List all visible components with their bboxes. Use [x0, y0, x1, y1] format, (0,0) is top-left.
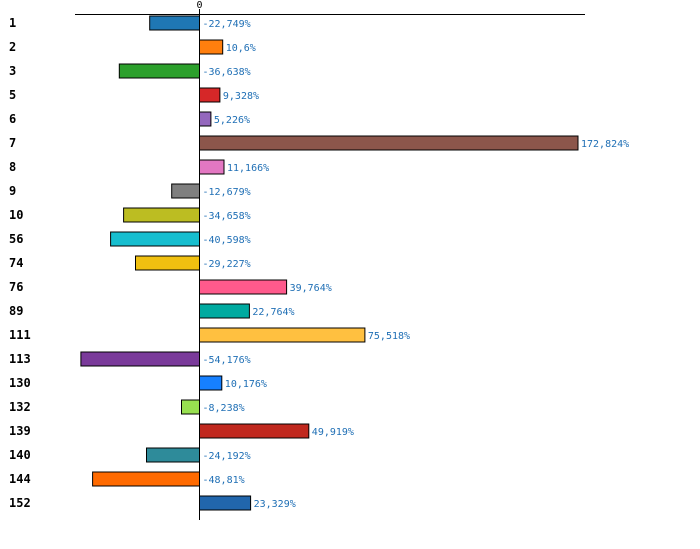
value-label: 23,329% — [254, 499, 296, 510]
x-tick-label-zero: 0 — [196, 0, 202, 11]
bar — [80, 351, 200, 367]
category-label: 6 — [9, 112, 16, 126]
bar — [171, 183, 200, 199]
bar — [199, 327, 366, 343]
category-label: 56 — [9, 232, 23, 246]
category-label: 3 — [9, 64, 16, 78]
value-label: -34,658% — [203, 211, 251, 222]
category-label: 140 — [9, 448, 31, 462]
value-label: 39,764% — [290, 283, 332, 294]
value-label: -48,81% — [203, 475, 245, 486]
category-label: 130 — [9, 376, 31, 390]
category-label: 7 — [9, 136, 16, 150]
value-label: 22,764% — [252, 307, 294, 318]
category-label: 1 — [9, 16, 16, 30]
value-label: 5,226% — [214, 115, 250, 126]
bar — [199, 159, 225, 175]
bar — [110, 231, 200, 247]
bars-group: 1 -22,749% 2 10,6% 3 -36,638% 5 9,328% 6 5,226% 7 1… — [9, 15, 629, 511]
category-label: 76 — [9, 280, 23, 294]
category-label: 10 — [9, 208, 23, 222]
category-label: 144 — [9, 472, 31, 486]
value-label: -54,176% — [203, 355, 251, 366]
category-label: 152 — [9, 496, 31, 510]
bar — [199, 111, 212, 127]
value-label: 75,518% — [368, 331, 410, 342]
bar — [199, 303, 250, 319]
value-label: -24,192% — [203, 451, 251, 462]
category-label: 5 — [9, 88, 16, 102]
value-label: 9,328% — [223, 91, 259, 102]
category-label: 8 — [9, 160, 16, 174]
value-label: 10,176% — [225, 379, 267, 390]
bar — [92, 471, 200, 487]
category-label: 89 — [9, 304, 23, 318]
bar — [199, 375, 223, 391]
category-label: 132 — [9, 400, 31, 414]
bar — [135, 255, 200, 271]
value-label: -29,227% — [203, 259, 251, 270]
value-label: -22,749% — [203, 19, 251, 30]
value-label: -36,638% — [203, 67, 251, 78]
bar — [181, 399, 200, 415]
value-label: 172,824% — [581, 139, 629, 150]
category-label: 113 — [9, 352, 31, 366]
bar — [199, 87, 221, 103]
bar — [146, 447, 200, 463]
bar — [123, 207, 200, 223]
bar — [118, 63, 200, 79]
value-label: 49,919% — [312, 427, 354, 438]
category-label: 139 — [9, 424, 31, 438]
bar — [199, 39, 224, 55]
category-label: 2 — [9, 40, 16, 54]
value-label: -40,598% — [203, 235, 251, 246]
category-label: 9 — [9, 184, 16, 198]
value-label: 11,166% — [227, 163, 269, 174]
bar — [199, 423, 310, 439]
bar — [199, 135, 579, 151]
bar — [199, 495, 252, 511]
bar — [149, 15, 200, 31]
category-label: 111 — [9, 328, 31, 342]
bar — [199, 279, 288, 295]
value-label: -8,238% — [203, 403, 245, 414]
category-label: 74 — [9, 256, 23, 270]
value-label: -12,679% — [203, 187, 251, 198]
value-label: 10,6% — [226, 43, 256, 54]
